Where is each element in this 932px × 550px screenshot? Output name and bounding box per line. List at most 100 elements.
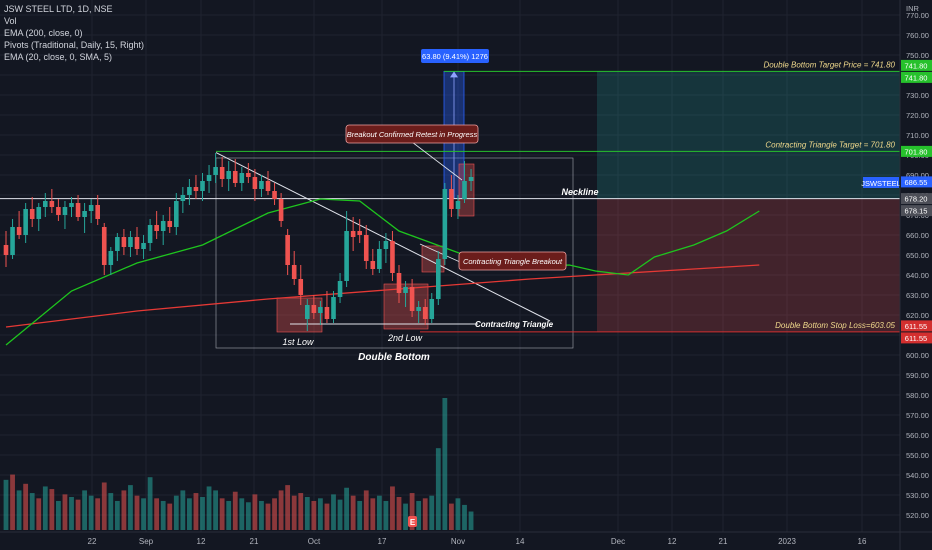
candle-body (285, 235, 290, 265)
price-tick-label: 660.00 (906, 231, 929, 240)
price-tag (901, 332, 932, 344)
price-tick-label: 530.00 (906, 491, 929, 500)
volume-bar (42, 486, 48, 530)
volume-bar (62, 494, 68, 530)
price-tag-label: 611.55 (905, 334, 927, 343)
volume-bar (10, 474, 15, 530)
price-tick-label: 720.00 (906, 111, 929, 120)
second-low-label: 2nd Low (387, 333, 423, 343)
legend-ema20[interactable]: EMA (20, close, 0, SMA, 5) (4, 52, 113, 62)
legend-symbol[interactable]: JSW STEEL LTD, 1D, NSE (4, 4, 113, 14)
volume-bar (36, 498, 42, 530)
volume-bar (226, 500, 232, 530)
chart-legend: JSW STEEL LTD, 1D, NSE Vol EMA (200, clo… (4, 3, 144, 63)
candle-body (436, 259, 441, 299)
candle-body (429, 299, 435, 319)
volume-bar (324, 503, 330, 530)
highlight-box (276, 297, 323, 333)
candle-body (36, 207, 42, 219)
price-tick-label: 590.00 (906, 371, 929, 380)
volume-bar (285, 485, 291, 530)
price-tick-label: 520.00 (906, 511, 929, 520)
candle-body (363, 235, 369, 261)
candle-body (128, 237, 133, 247)
candle-body (390, 241, 395, 273)
volume-bar (318, 498, 323, 530)
price-tick-label: 690.00 (906, 171, 929, 180)
candle-body (246, 173, 251, 177)
volume-bar (298, 493, 304, 530)
time-tick-label: 22 (88, 537, 97, 546)
candle-body (174, 201, 179, 227)
volume-bar (265, 503, 271, 530)
price-tag-label: 741.80 (905, 61, 928, 70)
candle-body (455, 201, 461, 209)
volume-bar (272, 498, 277, 530)
currency-label: INR (906, 4, 920, 13)
volume-bar (69, 497, 74, 530)
volume-bar (259, 500, 264, 530)
candle-body (134, 237, 140, 249)
retest-pointer (411, 141, 463, 181)
time-tick-label: 2023 (778, 537, 796, 546)
volume-bar (239, 498, 245, 530)
measure-label-box (421, 49, 489, 63)
price-tick-label: 550.00 (906, 451, 929, 460)
price-tag (901, 176, 932, 188)
neckline-label: Neckline (561, 187, 598, 197)
volume-bar (56, 500, 61, 530)
breakout-callout-box (458, 251, 567, 271)
volume-bar (442, 398, 448, 530)
candle-body (56, 207, 61, 215)
legend-pivots[interactable]: Pivots (Traditional, Daily, 15, Right) (4, 40, 145, 50)
candle-body (337, 281, 343, 297)
volume-bar (206, 486, 212, 530)
price-axis[interactable] (900, 0, 932, 550)
price-tag-label: 678.15 (905, 207, 928, 216)
volume-bar (462, 504, 467, 530)
volume-bar (82, 490, 87, 530)
volume-bar (396, 497, 402, 530)
volume-bar (193, 493, 199, 530)
volume-bar (167, 503, 173, 530)
candle-body (259, 181, 264, 189)
candle-body (154, 225, 159, 231)
volume-bar (147, 477, 153, 530)
candle-body (193, 187, 199, 191)
candle-body (468, 177, 474, 181)
candle-body (147, 225, 153, 243)
volume-bar (75, 499, 81, 530)
time-tick-label: 16 (858, 537, 867, 546)
double-bottom-target-label: Double Bottom Target Price = 741.80 (763, 60, 895, 69)
legend-ema200[interactable]: EMA (200, close, 0) (4, 28, 83, 38)
candle-body (291, 265, 297, 279)
breakout-pointer (419, 243, 461, 263)
time-tick-label: 17 (378, 537, 387, 546)
earnings-marker[interactable] (408, 516, 417, 527)
volume-bar (141, 498, 146, 530)
candle-body (442, 189, 448, 259)
volume-bar (357, 500, 363, 530)
legend-volume[interactable]: Vol (4, 16, 17, 26)
volume-bar (252, 494, 258, 530)
candle-body (101, 227, 107, 265)
price-tag (901, 320, 932, 332)
price-tick-label: 540.00 (906, 471, 929, 480)
candle-body (265, 181, 271, 191)
price-tick-label: 770.00 (906, 11, 929, 20)
candle-body (187, 187, 192, 195)
volume-bar (160, 500, 166, 530)
candle-body (272, 191, 277, 199)
candle-body (462, 181, 467, 199)
candle-body (252, 177, 258, 189)
candle-body (226, 171, 231, 179)
candle-body (383, 241, 389, 249)
volume-bar (180, 490, 186, 530)
candle-body (43, 201, 48, 207)
price-tick-label: 570.00 (906, 411, 929, 420)
price-tag-label: 741.80 (905, 73, 928, 82)
candle-body (278, 199, 284, 221)
price-tag (901, 71, 932, 83)
candle-body (23, 209, 28, 235)
